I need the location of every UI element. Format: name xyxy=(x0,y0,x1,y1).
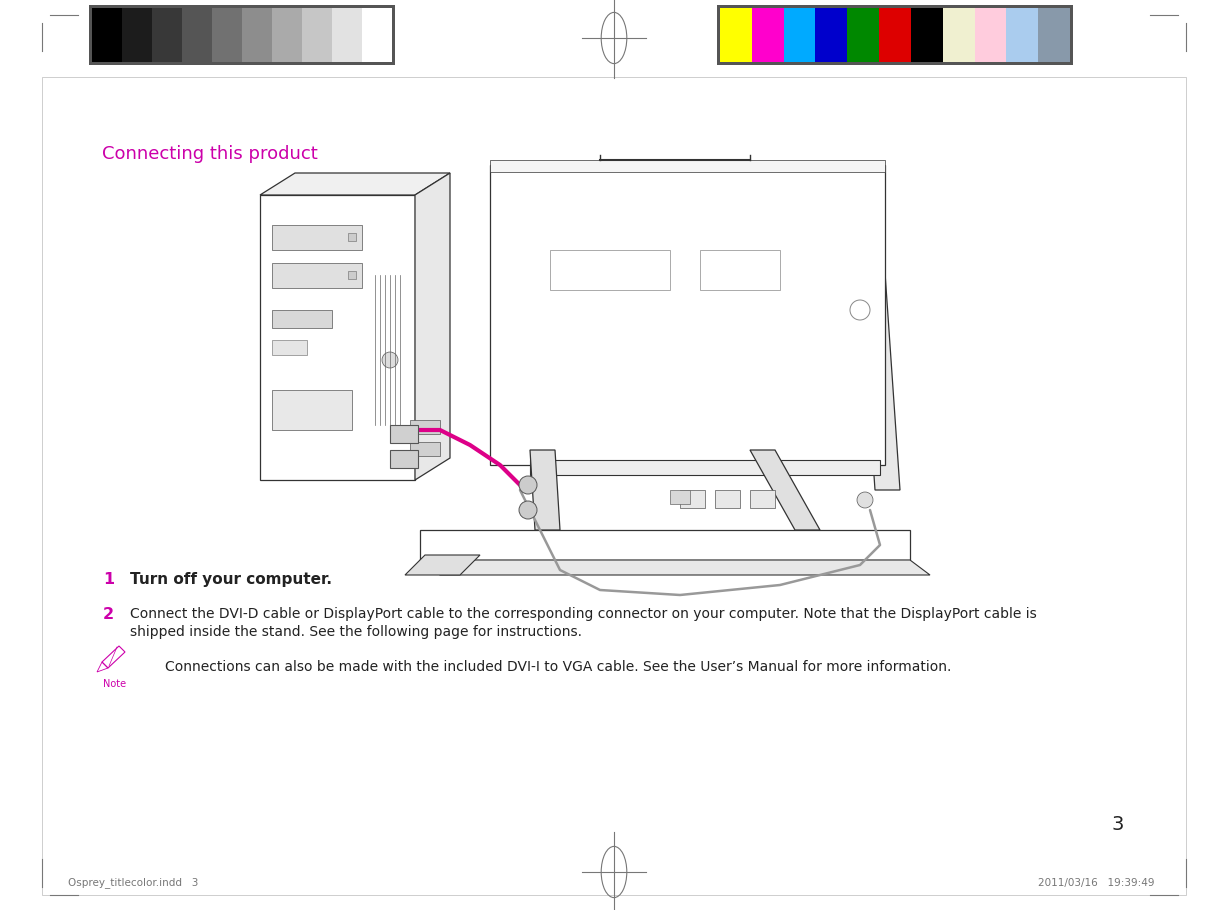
Circle shape xyxy=(519,476,537,494)
Text: 2: 2 xyxy=(103,607,114,622)
Bar xyxy=(42,77,1186,895)
Bar xyxy=(815,8,847,62)
Polygon shape xyxy=(260,173,449,195)
Bar xyxy=(490,160,885,172)
Polygon shape xyxy=(420,530,910,560)
Bar xyxy=(700,250,780,290)
Polygon shape xyxy=(530,450,560,530)
Polygon shape xyxy=(855,200,900,490)
Bar xyxy=(670,490,690,504)
Text: 2011/03/16   19:39:49: 2011/03/16 19:39:49 xyxy=(1039,878,1156,888)
Bar xyxy=(271,263,362,288)
Text: Connections can also be made with the included DVI-I to VGA cable. See the User’: Connections can also be made with the in… xyxy=(165,660,952,674)
Text: Note: Note xyxy=(103,679,126,689)
Bar xyxy=(391,425,418,443)
Text: Turn off your computer.: Turn off your computer. xyxy=(130,572,332,587)
Bar xyxy=(271,340,307,355)
Bar xyxy=(182,8,212,62)
Bar xyxy=(680,490,705,508)
Polygon shape xyxy=(415,173,449,480)
Polygon shape xyxy=(490,165,885,465)
Bar xyxy=(122,8,152,62)
Polygon shape xyxy=(530,460,880,475)
Bar xyxy=(720,8,752,62)
Text: Connecting this product: Connecting this product xyxy=(102,145,318,163)
Bar xyxy=(943,8,975,62)
Bar xyxy=(1038,8,1070,62)
Bar xyxy=(752,8,783,62)
Bar xyxy=(362,8,392,62)
Circle shape xyxy=(382,352,398,368)
Bar xyxy=(271,310,332,328)
Bar xyxy=(271,390,352,430)
Bar xyxy=(847,8,879,62)
Bar xyxy=(152,8,182,62)
Bar xyxy=(879,8,911,62)
Bar xyxy=(717,5,1073,65)
Bar xyxy=(410,420,440,434)
Bar xyxy=(348,271,356,279)
Bar xyxy=(212,8,242,62)
Bar xyxy=(715,490,740,508)
Bar xyxy=(348,233,356,241)
Polygon shape xyxy=(405,555,480,575)
Text: 1: 1 xyxy=(103,572,114,587)
Polygon shape xyxy=(750,450,820,530)
Text: 3: 3 xyxy=(1111,815,1124,834)
Bar xyxy=(975,8,1007,62)
Bar xyxy=(242,8,271,62)
Bar xyxy=(750,490,775,508)
Bar xyxy=(550,250,670,290)
Bar xyxy=(260,195,415,480)
Bar xyxy=(911,8,943,62)
Bar xyxy=(783,8,815,62)
Bar xyxy=(88,5,395,65)
Bar xyxy=(410,442,440,456)
Text: Osprey_titlecolor.indd   3: Osprey_titlecolor.indd 3 xyxy=(68,877,199,888)
Bar xyxy=(302,8,332,62)
Bar xyxy=(92,8,122,62)
Circle shape xyxy=(519,501,537,519)
Bar xyxy=(332,8,362,62)
Text: Connect the DVI-D cable or DisplayPort cable to the corresponding connector on y: Connect the DVI-D cable or DisplayPort c… xyxy=(130,607,1036,640)
Bar xyxy=(1007,8,1038,62)
Bar xyxy=(271,225,362,250)
Bar xyxy=(391,450,418,468)
Polygon shape xyxy=(420,560,930,575)
Circle shape xyxy=(857,492,873,508)
Bar xyxy=(271,8,302,62)
